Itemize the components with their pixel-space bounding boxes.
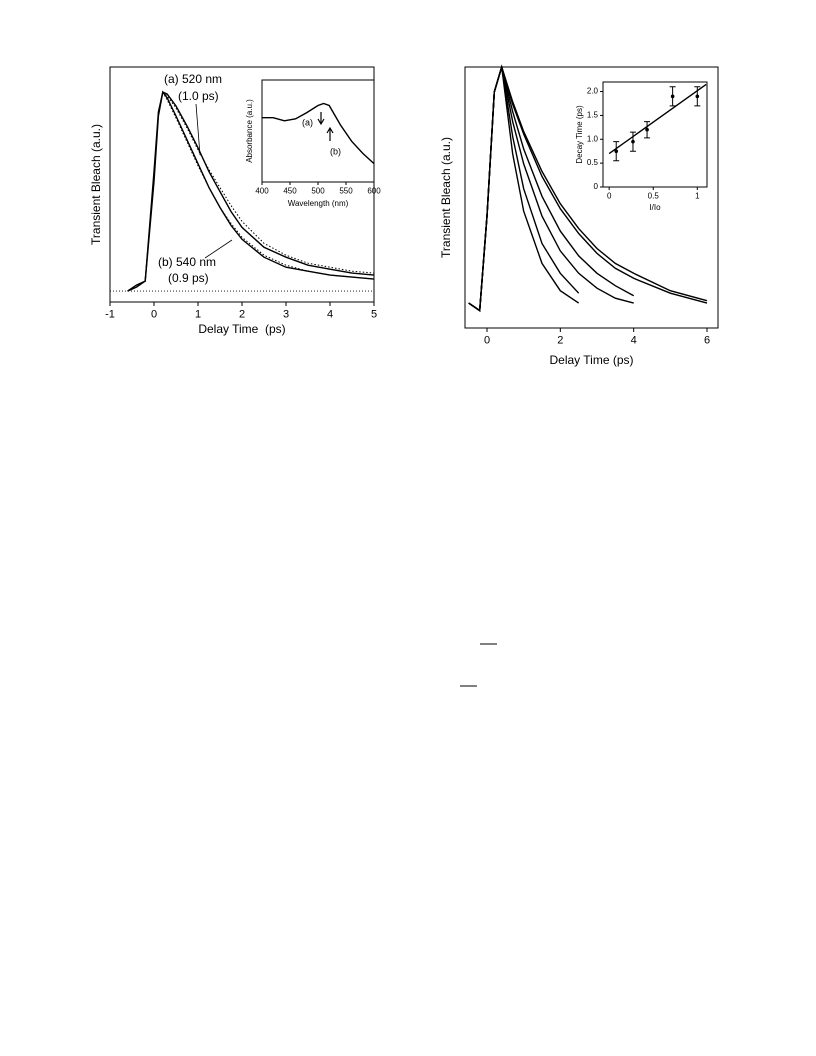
x-tick-label: 1 bbox=[195, 309, 201, 321]
fit-line bbox=[608, 83, 707, 155]
x-axis-label: Wavelength (nm) bbox=[288, 199, 349, 208]
plot-frame bbox=[464, 66, 719, 329]
annotation: (1.0 ps) bbox=[178, 89, 219, 103]
data-line bbox=[468, 66, 580, 312]
x-tick-label: 0 bbox=[151, 309, 157, 321]
arrow bbox=[317, 112, 325, 126]
y-axis-label: Decay Time (ps) bbox=[575, 105, 584, 164]
data-line bbox=[162, 91, 375, 280]
y-axis-label: Absorbance (a.u.) bbox=[245, 99, 254, 163]
pointer bbox=[195, 103, 201, 156]
data-line bbox=[262, 102, 375, 165]
y-axis-label: Transient Bleach (a.u.) bbox=[439, 137, 453, 258]
x-tick-label: 1 bbox=[695, 192, 700, 201]
x-tick-label: -1 bbox=[105, 309, 115, 321]
x-tick-label: 0.5 bbox=[648, 192, 660, 201]
pointer bbox=[204, 239, 233, 259]
arrow bbox=[326, 126, 334, 141]
x-tick-label: 2 bbox=[557, 335, 563, 347]
annotation: (a) bbox=[302, 117, 313, 127]
point bbox=[614, 149, 619, 154]
x-tick-label: 400 bbox=[255, 187, 269, 196]
annotation: (0.9 ps) bbox=[168, 271, 209, 285]
y-tick-label: 2.0 bbox=[587, 87, 599, 96]
plot-frame bbox=[109, 66, 375, 303]
x-axis-label: Delay Time (ps) bbox=[198, 322, 285, 336]
point bbox=[695, 94, 700, 99]
data-line bbox=[162, 91, 375, 274]
data-line bbox=[468, 64, 708, 312]
plot-frame bbox=[602, 81, 708, 188]
plot-frame bbox=[261, 79, 375, 183]
x-tick-label: 6 bbox=[704, 335, 710, 347]
y-tick-label: 1.5 bbox=[587, 111, 599, 120]
x-axis-label: I/Io bbox=[649, 203, 661, 212]
x-tick-label: 2 bbox=[239, 309, 245, 321]
y-tick-label: 0.5 bbox=[587, 158, 599, 167]
data-line bbox=[468, 64, 708, 312]
point bbox=[631, 139, 635, 144]
x-tick-label: 5 bbox=[371, 309, 377, 321]
annotation: (a) 520 nm bbox=[164, 72, 222, 86]
x-tick-label: 550 bbox=[339, 187, 353, 196]
data-line bbox=[127, 90, 375, 292]
x-tick-label: 450 bbox=[283, 187, 297, 196]
x-tick-label: 0 bbox=[484, 335, 490, 347]
y-axis-label: Transient Bleach (a.u.) bbox=[89, 124, 103, 245]
point bbox=[645, 127, 649, 132]
annotation: (b) 540 nm bbox=[158, 255, 216, 269]
point bbox=[670, 94, 675, 99]
x-tick-label: 500 bbox=[311, 187, 325, 196]
x-tick-label: 600 bbox=[367, 187, 381, 196]
x-tick-label: 3 bbox=[283, 309, 289, 321]
annotation: (b) bbox=[330, 146, 341, 156]
y-tick-label: 1.0 bbox=[587, 134, 599, 143]
y-tick-label: 0 bbox=[594, 182, 599, 191]
x-tick-label: 4 bbox=[631, 335, 637, 347]
x-tick-label: 4 bbox=[327, 309, 333, 321]
x-axis-label: Delay Time (ps) bbox=[549, 353, 633, 367]
x-tick-label: 0 bbox=[607, 192, 612, 201]
